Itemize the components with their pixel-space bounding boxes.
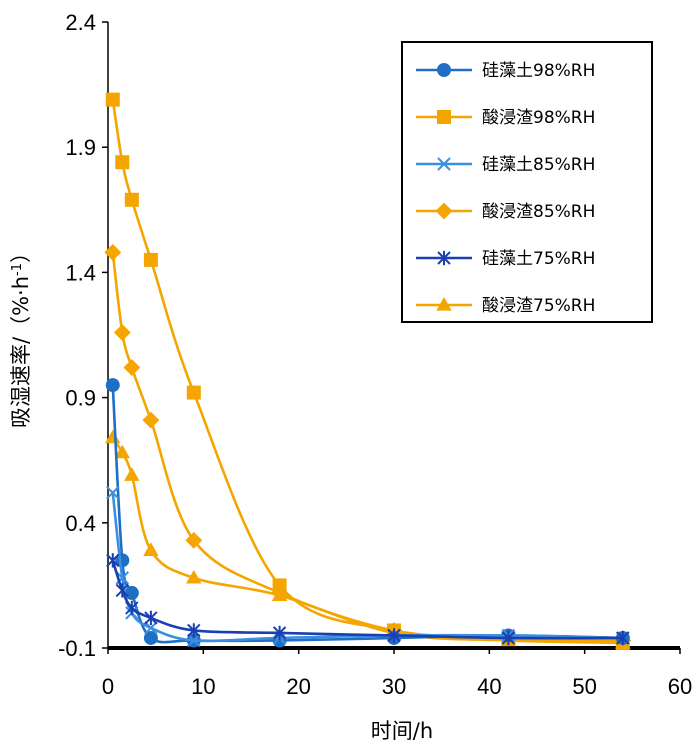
series-2-point-4-b [187, 633, 201, 648]
y-tick-label: 1.9 [65, 135, 96, 160]
series-1-point-1 [115, 155, 130, 170]
axis-labels: 时间/h 吸湿速率/（%·h-1） [9, 242, 433, 743]
x-tick-label: 20 [286, 674, 310, 699]
legend-label-0: 硅藻土98%RH [482, 61, 595, 81]
legend-marker-4 [437, 250, 451, 266]
y-tick-label: -0.1 [58, 636, 96, 661]
series-2-point-0 [106, 486, 120, 500]
series-3-point-0 [104, 243, 122, 261]
series-0-point-0 [105, 378, 120, 393]
series-4-point-6 [387, 628, 401, 643]
legend-label-1: 酸浸渣98%RH [482, 108, 595, 128]
series-line-5 [111, 436, 623, 645]
series-layer [104, 92, 632, 650]
legend-label-5: 酸浸渣75%RH [482, 296, 595, 316]
series-1-point-3 [143, 252, 158, 267]
x-tick-label: 40 [477, 674, 501, 699]
y-axis-title-sup: -1 [10, 263, 25, 276]
series-2-point-3 [144, 621, 158, 635]
legend-marker-2 [437, 157, 451, 171]
series-5-point-4 [186, 569, 202, 584]
series-4-point-0 [106, 553, 120, 568]
series-3-point-1 [113, 324, 131, 341]
series-3-point-4 [185, 531, 203, 549]
legend-label-3: 酸浸渣85%RH [482, 202, 595, 222]
legend-entry-5: 酸浸渣75%RH [416, 296, 595, 316]
series-1-point-0 [105, 92, 120, 107]
series-4-point-5 [272, 625, 287, 641]
legend: 硅藻土98%RH 酸浸渣98%RH 硅藻土85%RH 酸浸渣85%RH 硅藻土75%RH… [401, 41, 653, 323]
series-1-point-4 [186, 385, 201, 400]
series-5-point-5 [271, 587, 288, 602]
x-tick-label: 60 [668, 674, 692, 699]
legend-marker-5 [436, 296, 452, 311]
series-line-0 [111, 385, 623, 644]
y-axis-title-close: ） [9, 242, 33, 263]
series-0 [105, 378, 630, 648]
series-4-point-7 [501, 630, 516, 646]
legend-entry-4: 硅藻土75%RH [416, 249, 595, 269]
series-2-point-0-b [106, 486, 120, 500]
series-0-point-3 [143, 630, 158, 645]
series-4-point-2 [125, 600, 139, 616]
x-tick-label: 10 [191, 674, 215, 699]
legend-entry-2: 硅藻土85%RH [416, 155, 595, 175]
series-4-point-1 [115, 583, 130, 598]
series-0-point-2 [124, 585, 139, 600]
series-5-point-3 [143, 542, 159, 556]
series-5 [105, 429, 631, 649]
legend-entry-1: 酸浸渣98%RH [416, 108, 595, 128]
series-5-point-2 [124, 467, 140, 481]
y-tick-label: 1.4 [65, 260, 96, 285]
series-line-4 [111, 559, 623, 640]
y-axis-title: 吸湿速率/（%·h-1） [9, 242, 33, 428]
legend-marker-2-b [437, 157, 451, 171]
x-tick-label: 0 [102, 674, 114, 699]
y-tick-label: 0.4 [65, 511, 96, 536]
legend-box [401, 41, 653, 323]
series-4 [106, 553, 630, 646]
legend-marker-3 [435, 202, 453, 220]
legend-entry-3: 酸浸渣85%RH [416, 202, 595, 222]
series-4-point-8 [616, 630, 630, 646]
legend-entry-0: 硅藻土98%RH [416, 61, 595, 81]
legend-marker-1 [437, 110, 451, 124]
series-3-point-2 [123, 359, 141, 376]
series-4-point-3 [144, 610, 158, 626]
series-5-point-1 [114, 444, 130, 459]
y-tick-label: 2.4 [65, 10, 96, 35]
x-axis-title: 时间/h [371, 719, 433, 743]
series-2 [106, 486, 630, 648]
series-4-point-4 [187, 623, 201, 638]
legend-marker-0 [437, 63, 451, 77]
series-1-point-2 [124, 192, 139, 207]
y-axis-title-main: 吸湿速率/（%·h [9, 276, 33, 428]
x-tick-label: 30 [382, 674, 406, 699]
legend-label-4: 硅藻土75%RH [482, 249, 595, 269]
series-line-2 [111, 492, 623, 643]
legend-label-2: 硅藻土85%RH [482, 155, 595, 175]
series-3-point-3 [142, 411, 160, 429]
x-tick-label: 50 [572, 674, 596, 699]
axes-layer: -0.1 0.4 0.9 1.4 1.9 2.4 0 10 20 30 40 50 60 [58, 10, 692, 699]
series-2-point-3-b [144, 621, 158, 635]
series-2-point-4 [187, 633, 201, 648]
y-tick-label: 0.9 [65, 386, 96, 411]
